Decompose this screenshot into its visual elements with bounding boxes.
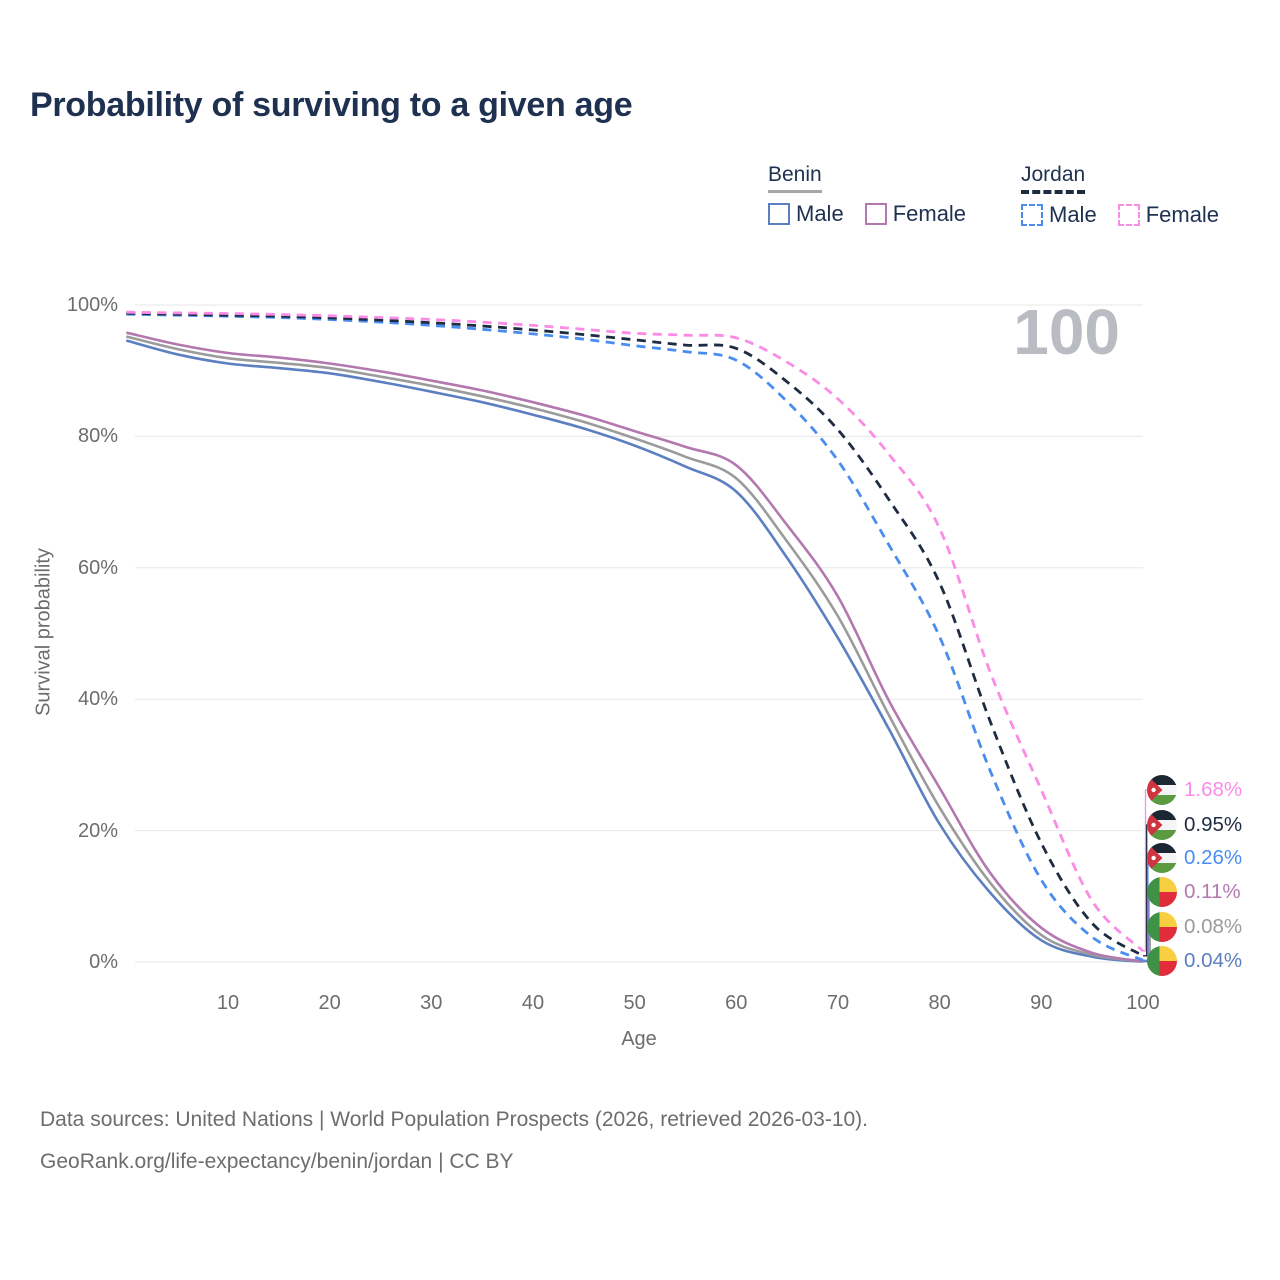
x-tick-label: 70 [826, 992, 850, 1014]
legend-item-benin-male: Male [768, 201, 844, 227]
x-tick-label: 10 [216, 992, 240, 1014]
jordan-flag-icon [1147, 775, 1177, 805]
end-label-benin-male: 0.04% [1147, 945, 1242, 977]
end-label-benin-female: 0.11% [1147, 876, 1241, 908]
end-label-jordan-total: 0.95% [1147, 809, 1242, 841]
attribution-note: GeoRank.org/life-expectancy/benin/jordan… [40, 1150, 514, 1173]
y-tick-label: 80% [77, 425, 118, 448]
legend-label-jordan-male: Male [1049, 202, 1097, 227]
end-value-benin-male: 0.04% [1184, 949, 1243, 972]
x-tick-label: 90 [1030, 992, 1053, 1014]
end-value-jordan-total: 0.95% [1184, 813, 1243, 836]
current-age-watermark: 100 [1013, 296, 1120, 368]
end-value-benin-total: 0.08% [1184, 915, 1243, 938]
y-tick-label: 40% [77, 688, 118, 711]
data-sources-note: Data sources: United Nations | World Pop… [40, 1108, 869, 1131]
x-tick-label: 50 [623, 992, 646, 1014]
benin-flag-icon [1147, 946, 1177, 976]
benin-female-swatch-icon [864, 203, 887, 225]
legend-jordan-header: Jordan [1021, 163, 1086, 194]
y-tick-label: 100% [66, 294, 118, 316]
benin-flag-icon [1147, 912, 1177, 942]
legend-label-benin-male: Male [796, 201, 844, 226]
end-label-jordan-female: 1.68% [1147, 774, 1242, 806]
legend-group-jordan: Jordan Male Female [1021, 163, 1219, 228]
end-label-benin-total: 0.08% [1147, 911, 1242, 943]
series-line-benin-female [126, 331, 1144, 963]
x-tick-label: 100 [1126, 992, 1160, 1014]
legend-item-jordan-female: Female [1117, 202, 1220, 228]
benin-flag-icon [1147, 877, 1177, 907]
x-tick-label: 30 [420, 992, 443, 1014]
legend-item-jordan-male: Male [1021, 202, 1097, 228]
legend-jordan-items: Male Female [1021, 202, 1219, 228]
end-label-jordan-male: 0.26% [1147, 842, 1242, 874]
x-tick-label: 20 [318, 992, 341, 1014]
jordan-male-swatch-icon [1021, 204, 1043, 226]
legend-benin-header: Benin [768, 163, 822, 193]
x-tick-label: 40 [521, 992, 545, 1014]
series-line-jordan-total [126, 311, 1144, 958]
jordan-flag-icon [1147, 810, 1177, 840]
legend-label-benin-female: Female [892, 201, 967, 226]
benin-male-swatch-icon [768, 203, 790, 225]
series-line-benin-male [125, 339, 1144, 963]
legend-item-benin-female: Female [864, 201, 967, 227]
jordan-female-swatch-icon [1117, 204, 1140, 226]
y-tick-label: 20% [77, 819, 118, 842]
legend-label-jordan-female: Female [1145, 202, 1220, 227]
y-tick-label: 60% [77, 556, 118, 579]
series-line-jordan-female [126, 310, 1144, 953]
legend-group-benin: Benin Male Female [768, 163, 966, 227]
x-tick-label: 60 [725, 992, 748, 1014]
y-axis-title: Survival probability [32, 548, 55, 716]
series-line-benin-total [125, 335, 1144, 963]
series-line-jordan-male [126, 312, 1144, 962]
end-value-jordan-female: 1.68% [1184, 778, 1243, 801]
jordan-flag-icon [1147, 843, 1177, 873]
end-value-jordan-male: 0.26% [1184, 846, 1243, 869]
y-tick-label: 0% [89, 951, 118, 973]
chart-title: Probability of surviving to a given age [30, 86, 633, 124]
x-tick-label: 80 [928, 992, 951, 1014]
x-axis-title: Age [621, 1028, 657, 1050]
legend-benin-items: Male Female [768, 201, 966, 227]
end-value-benin-female: 0.11% [1184, 880, 1241, 903]
